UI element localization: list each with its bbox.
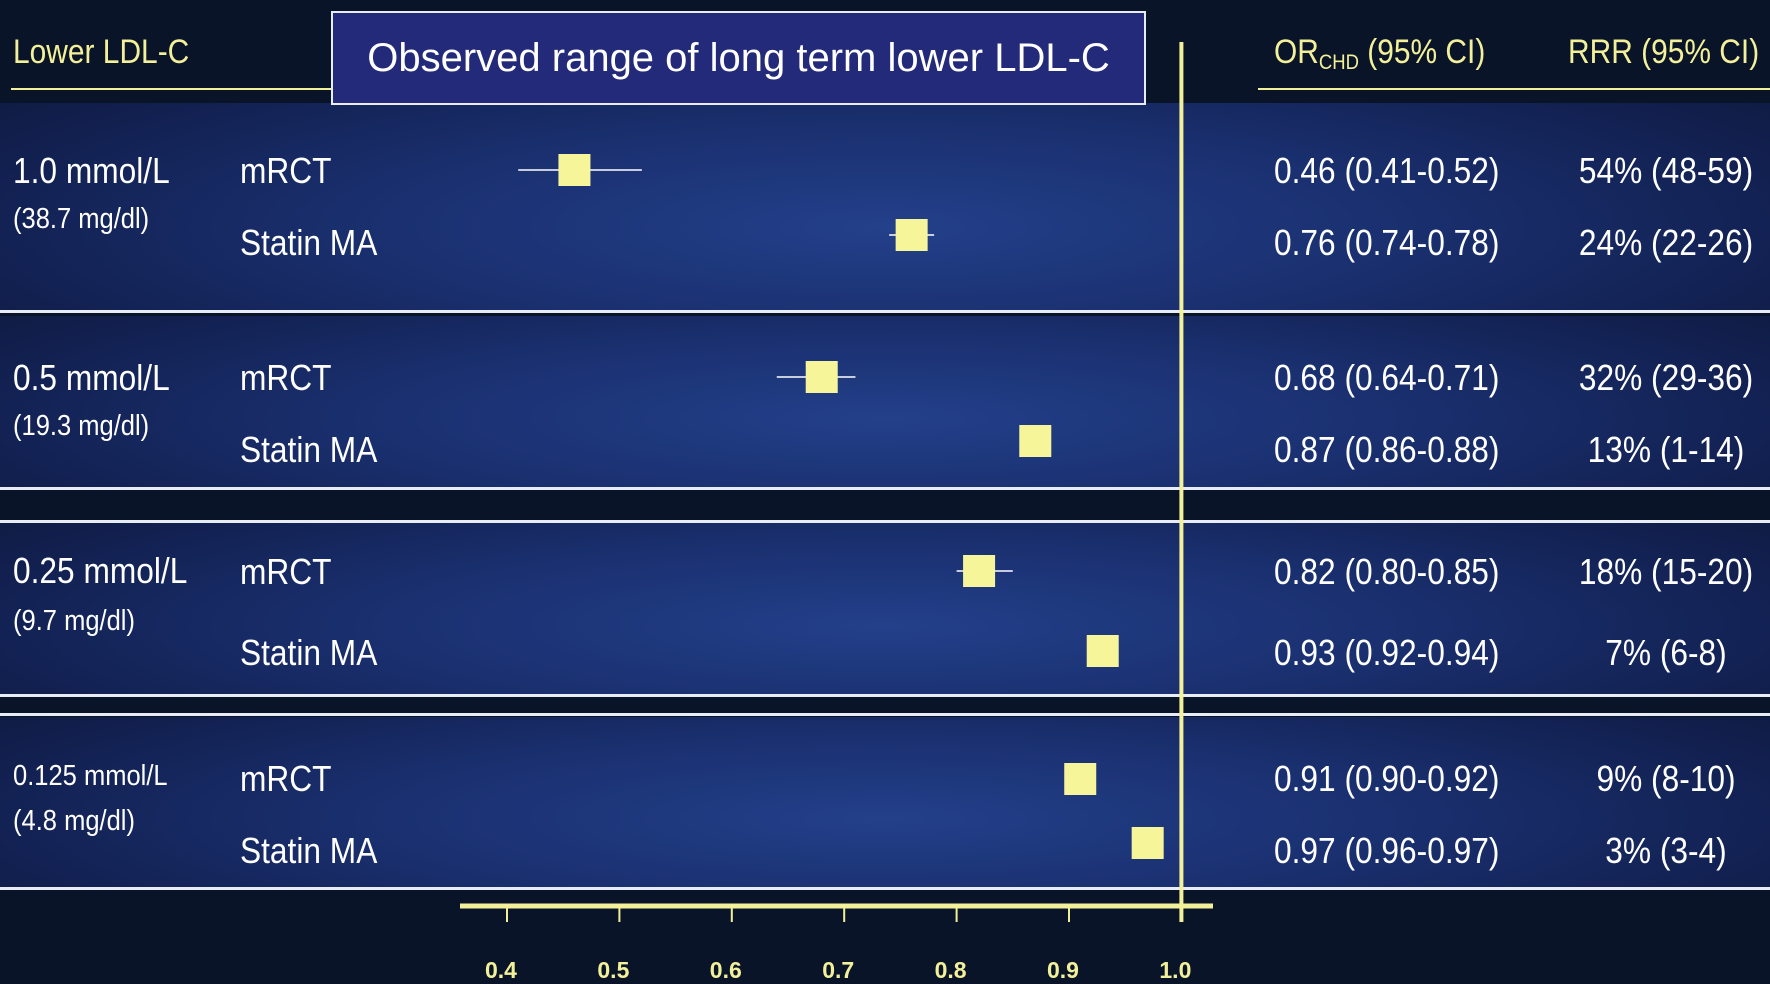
group-4-mgdl: (4.8 mg/dl): [13, 805, 135, 837]
or-marker: [1086, 635, 1119, 667]
row-label: mRCT: [240, 357, 332, 398]
x-tick-label: 1.0: [1159, 957, 1192, 983]
group-3-mgdl: (9.7 mg/dl): [13, 605, 135, 637]
x-tick-label: 0.6: [709, 957, 742, 983]
x-tick-label: 0.8: [934, 957, 967, 983]
or-marker: [1131, 827, 1164, 859]
row-label: Statin MA: [240, 632, 378, 673]
group-1-mmol: 1.0 mmol/L: [13, 150, 170, 191]
separator-6: [0, 887, 1770, 890]
header-or-ci: (95% CI): [1358, 33, 1486, 71]
or-value: 0.82 (0.80-0.85): [1274, 551, 1500, 592]
chart-title-box: Observed range of long term lower LDL-C: [331, 11, 1146, 105]
or-value: 0.97 (0.96-0.97): [1274, 830, 1500, 871]
group-4-mmol: 0.125 mmol/L: [13, 760, 168, 792]
or-marker: [1019, 425, 1052, 457]
rrr-value: 9% (8-10): [1596, 758, 1736, 799]
group-band-3: [0, 523, 1770, 695]
group-2-mmol: 0.5 mmol/L: [13, 357, 170, 398]
rrr-value: 54% (48-59): [1578, 150, 1754, 191]
or-marker: [895, 219, 928, 251]
row-label: Statin MA: [240, 429, 378, 470]
x-tick-label: 0.7: [822, 957, 855, 983]
or-value: 0.91 (0.90-0.92): [1274, 758, 1500, 799]
separator-3: [0, 520, 1770, 523]
separator-1: [0, 310, 1770, 313]
row-label: mRCT: [240, 150, 332, 191]
or-value: 0.76 (0.74-0.78): [1274, 222, 1500, 263]
or-marker: [963, 555, 996, 587]
separator-4: [0, 694, 1770, 697]
group-2-mgdl: (19.3 mg/dl): [13, 410, 150, 442]
or-marker: [805, 361, 838, 393]
separator-2: [0, 487, 1770, 490]
or-value: 0.87 (0.86-0.88): [1274, 429, 1500, 470]
rrr-value: 13% (1-14): [1587, 429, 1745, 470]
rrr-value: 3% (3-4): [1605, 830, 1727, 871]
rrr-value: 7% (6-8): [1605, 632, 1727, 673]
rrr-value: 32% (29-36): [1578, 357, 1754, 398]
header-or-main: OR: [1274, 33, 1319, 71]
header-rule-right: [1258, 88, 1770, 90]
or-marker: [558, 154, 591, 186]
or-marker: [1064, 763, 1097, 795]
chart-title: Observed range of long term lower LDL-C: [367, 35, 1110, 80]
group-band-2: [0, 316, 1770, 487]
header-or-sub: CHD: [1318, 51, 1359, 74]
group-1-mgdl: (38.7 mg/dl): [13, 203, 150, 235]
x-tick-label: 0.4: [485, 957, 517, 983]
or-value: 0.46 (0.41-0.52): [1274, 150, 1500, 191]
or-value: 0.68 (0.64-0.71): [1274, 357, 1500, 398]
or-value: 0.93 (0.92-0.94): [1274, 632, 1500, 673]
rrr-value: 24% (22-26): [1578, 222, 1754, 263]
row-label: Statin MA: [240, 222, 378, 263]
header-or: ORCHD (95% CI): [1274, 33, 1485, 75]
header-rrr: RRR (95% CI): [1568, 33, 1760, 71]
group-3-mmol: 0.25 mmol/L: [13, 550, 188, 591]
row-label: Statin MA: [240, 830, 378, 871]
separator-5: [0, 713, 1770, 716]
x-tick-label: 0.5: [597, 957, 630, 983]
header-rule-left: [11, 88, 333, 90]
group-band-1: [0, 103, 1770, 310]
row-label: mRCT: [240, 758, 332, 799]
group-band-4: [0, 717, 1770, 887]
row-label: mRCT: [240, 551, 332, 592]
header-lower-ldl: Lower LDL-C: [13, 33, 190, 71]
x-tick-label: 0.9: [1047, 957, 1079, 983]
rrr-value: 18% (15-20): [1578, 551, 1754, 592]
